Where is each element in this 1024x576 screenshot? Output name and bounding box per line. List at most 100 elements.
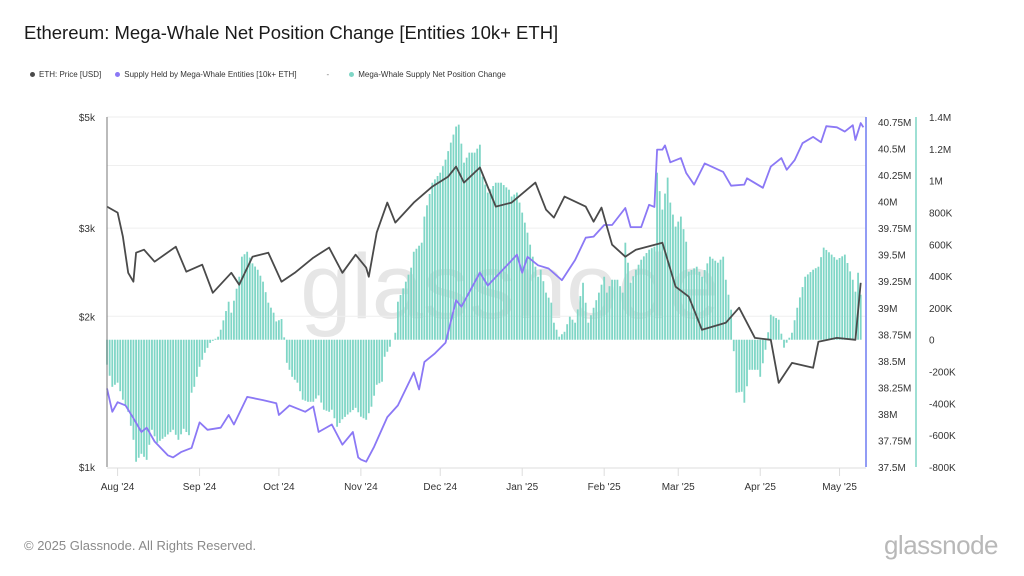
net-change-bar <box>545 292 547 340</box>
net-change-bar <box>428 194 431 340</box>
net-change-bar <box>830 254 833 340</box>
net-change-bar <box>434 179 436 340</box>
net-change-bar <box>582 282 584 340</box>
net-change-bar <box>595 300 598 340</box>
x-tick-label: Sep '24 <box>183 482 217 493</box>
price-tick-label: $3k <box>79 224 96 235</box>
legend-item-net[interactable]: - Mega-Whale Supply Net Position Change <box>327 70 506 79</box>
net-change-bar <box>611 279 614 340</box>
net-change-bar <box>508 189 510 340</box>
net-change-bar <box>592 307 595 340</box>
price-tick-label: $1k <box>79 463 96 474</box>
net-change-bar <box>426 205 428 340</box>
net-change-bar <box>225 311 227 340</box>
net-change-bar <box>632 276 635 340</box>
net-change-bar <box>346 339 349 415</box>
net-change-bar <box>484 184 487 340</box>
net-change-bar <box>788 337 791 340</box>
net-change-bar <box>629 282 632 340</box>
net-change-bar <box>270 307 272 340</box>
x-tick-label: Feb '25 <box>588 482 621 493</box>
net-change-bar <box>410 267 413 340</box>
net-change-bar <box>198 339 201 367</box>
net-change-bar <box>280 319 283 340</box>
net-change-bar <box>661 209 664 340</box>
net-tick-label: 1.2M <box>929 145 951 156</box>
net-change-bar <box>706 263 709 340</box>
net-change-bar <box>322 339 325 410</box>
net-change-bar <box>553 322 555 340</box>
net-change-bar <box>307 339 309 402</box>
net-change-bar <box>196 339 198 377</box>
net-change-bar <box>386 339 389 352</box>
net-change-bar <box>444 159 447 340</box>
net-change-bar <box>111 339 114 387</box>
net-change-bar <box>267 302 270 340</box>
net-tick-label: 400K <box>929 272 953 283</box>
net-change-bar <box>285 339 288 363</box>
net-change-bar <box>158 339 161 441</box>
net-change-bar <box>645 253 648 340</box>
net-change-bar <box>423 216 426 340</box>
net-change-bar <box>227 301 230 340</box>
net-change-bar <box>817 266 820 340</box>
net-change-bar <box>378 339 381 384</box>
supply-tick-label: 37.5M <box>878 463 906 474</box>
net-change-bar <box>299 339 301 392</box>
net-change-bar <box>560 334 563 340</box>
net-change-bar <box>121 339 124 400</box>
legend-item-supply[interactable]: Supply Held by Mega-Whale Entities [10k+… <box>115 70 297 79</box>
net-change-bar <box>489 189 492 340</box>
net-change-bar <box>349 339 352 413</box>
net-change-bar <box>754 339 756 370</box>
copyright-footer: © 2025 Glassnode. All Rights Reserved. <box>24 538 257 553</box>
net-change-bar <box>500 182 502 340</box>
net-change-bar <box>262 281 264 340</box>
net-change-bar <box>714 260 717 340</box>
legend-item-price[interactable]: ETH: Price [USD] <box>30 70 101 79</box>
net-change-bar <box>603 276 606 340</box>
net-tick-label: 1M <box>929 177 943 188</box>
net-change-bar <box>129 339 132 426</box>
net-change-bar <box>518 202 521 340</box>
net-change-bar <box>650 248 653 340</box>
net-change-bar <box>653 246 656 340</box>
net-change-bar <box>383 339 386 357</box>
net-change-bar <box>206 339 209 348</box>
net-change-bar <box>836 259 838 340</box>
x-tick-label: Oct '24 <box>263 482 295 493</box>
net-change-bar <box>711 258 714 340</box>
net-change-bar <box>304 339 307 401</box>
net-change-bar <box>132 339 135 440</box>
net-change-bar <box>550 302 553 340</box>
net-change-bar <box>336 339 338 427</box>
net-change-bar <box>775 318 777 340</box>
net-change-bar <box>272 312 275 340</box>
net-change-bar <box>664 193 666 340</box>
net-change-bar <box>780 333 783 340</box>
net-change-bar <box>656 172 658 340</box>
net-change-bar <box>756 339 759 370</box>
net-change-bar <box>404 281 407 340</box>
supply-tick-label: 38.25M <box>878 383 911 394</box>
x-tick-label: Aug '24 <box>101 482 135 493</box>
net-change-bar <box>732 339 735 352</box>
net-change-bar <box>352 339 354 411</box>
supply-tick-label: 38.5M <box>878 357 906 368</box>
net-change-bar <box>415 248 418 340</box>
net-change-bar <box>402 288 405 340</box>
net-change-bar <box>338 339 341 424</box>
net-change-bar <box>759 339 762 377</box>
net-change-bar <box>471 152 473 340</box>
net-change-bar <box>494 182 497 340</box>
net-change-bar <box>330 339 333 410</box>
net-change-bar <box>341 339 344 420</box>
net-change-bar <box>174 339 177 435</box>
net-change-bar <box>259 275 262 340</box>
net-change-bar <box>566 324 569 340</box>
net-change-bar <box>344 339 346 417</box>
net-change-bar <box>608 286 611 340</box>
net-change-bar <box>563 331 566 340</box>
net-change-bar <box>597 292 600 340</box>
net-change-bar <box>851 279 854 340</box>
